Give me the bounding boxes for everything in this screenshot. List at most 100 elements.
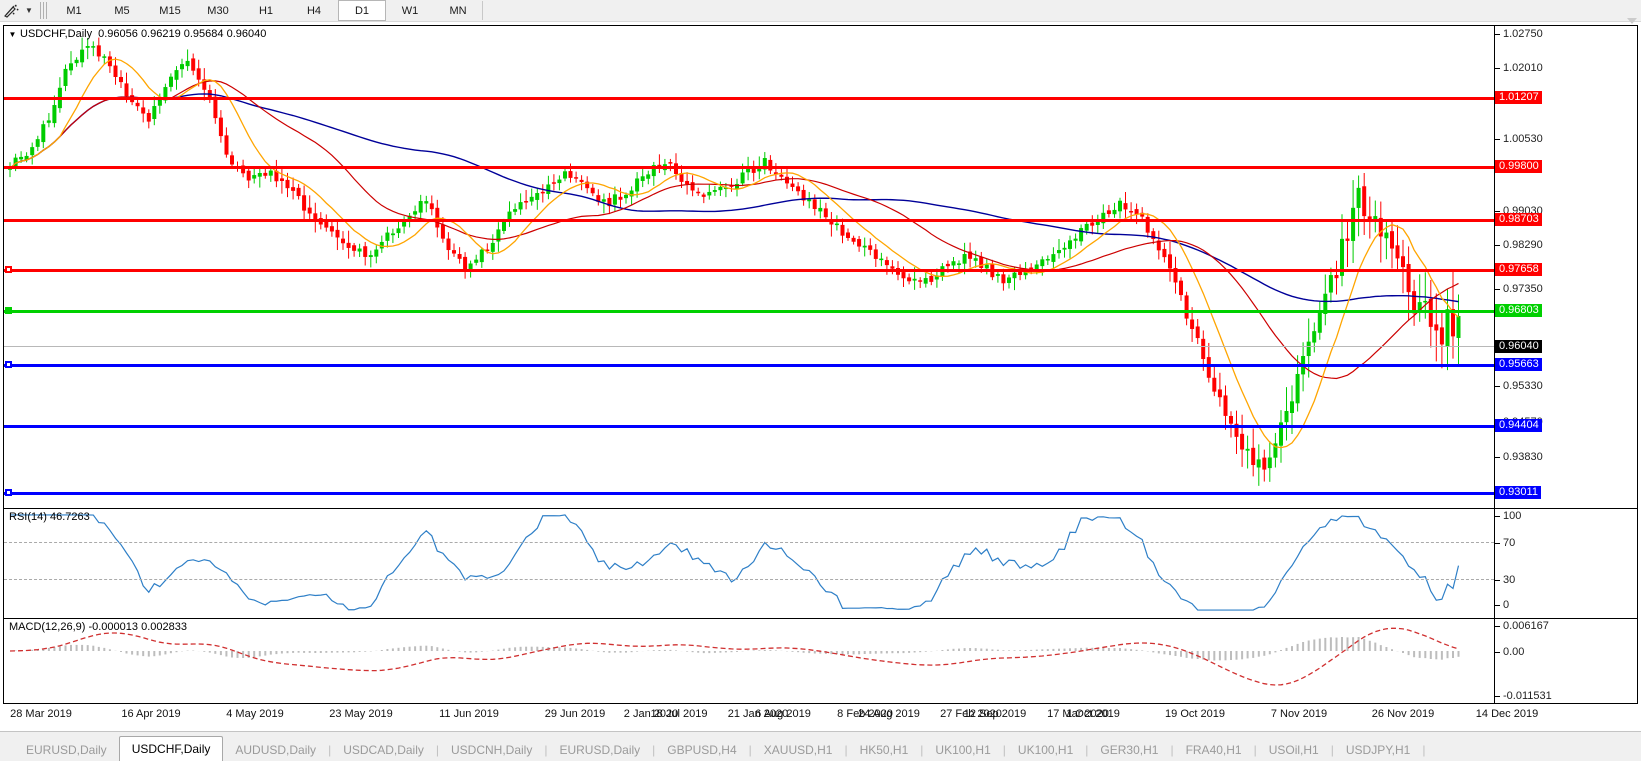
price-plot-area[interactable] <box>4 26 1494 508</box>
tab-audusd-daily[interactable]: AUDUSD,Daily <box>235 743 317 757</box>
tab-xauusd-h1[interactable]: XAUUSD,H1 <box>763 743 833 757</box>
time-label: 26 Nov 2019 <box>1371 708 1435 720</box>
tab-separator: | <box>328 743 332 757</box>
tab-usdcnh-daily[interactable]: USDCNH,Daily <box>451 743 533 757</box>
scroll-end-triangle-icon[interactable] <box>1627 18 1637 24</box>
timeframe-w1[interactable]: W1 <box>401 4 419 17</box>
tab-separator: | <box>1253 743 1257 757</box>
price-tick: 0.93830 <box>1495 451 1543 463</box>
time-label: 19 Oct 2019 <box>1165 708 1225 720</box>
timeframe-m15[interactable]: M15 <box>159 4 181 17</box>
drag-grip-icon[interactable] <box>40 2 48 19</box>
anchor-0.93011[interactable] <box>5 489 12 496</box>
tab-separator: | <box>544 743 548 757</box>
tab-ger30-h1[interactable]: GER30,H1 <box>1100 743 1159 757</box>
level-line-0.94404[interactable] <box>4 425 1494 428</box>
candlestick-series <box>8 37 1461 486</box>
timeframe-h1[interactable]: H1 <box>258 4 274 17</box>
timeframe-m30[interactable]: M30 <box>207 4 229 17</box>
level-line-0.93011[interactable] <box>4 492 1494 495</box>
time-label: 24 Aug 2019 <box>858 708 920 720</box>
time-label: 27 Feb 2020 <box>940 708 1002 720</box>
tab-fra40-h1[interactable]: FRA40,H1 <box>1185 743 1242 757</box>
timeframe-d1[interactable]: D1 <box>338 0 386 21</box>
rsi-tick: 0 <box>1495 599 1509 611</box>
rsi-tick: 70 <box>1495 537 1515 549</box>
level-line-0.96803[interactable] <box>4 310 1494 313</box>
ohlc-quote: 0.96056 0.96219 0.95684 0.96040 <box>98 28 267 40</box>
time-label: 17 Mar 2020 <box>1047 708 1109 720</box>
anchor-0.95663[interactable] <box>5 361 12 368</box>
price-tag-0.93011[interactable]: 0.93011 <box>1495 486 1541 499</box>
collapse-triangle-icon[interactable]: ▼ <box>8 30 17 39</box>
price-tick: 1.00530 <box>1495 133 1543 145</box>
rsi-axis: 100 70 30 0 <box>1494 509 1637 618</box>
crosshair-pointer-icon[interactable] <box>0 1 22 20</box>
time-label: 14 Dec 2019 <box>1475 708 1539 720</box>
price-tag-0.94404[interactable]: 0.94404 <box>1495 419 1542 432</box>
price-tag-0.95663[interactable]: 0.95663 <box>1495 358 1542 371</box>
time-label: 6 Aug 2019 <box>755 708 811 720</box>
tab-gbpusd-h4[interactable]: GBPUSD,H4 <box>667 743 737 757</box>
tab-separator: | <box>435 743 439 757</box>
price-pane[interactable]: ▼ USDCHF,Daily 0.96056 0.96219 0.95684 0.… <box>4 26 1637 534</box>
macd-axis: 0.006167 0.00 -0.011531 <box>1494 619 1637 703</box>
tab-usdjpy-h1[interactable]: USDJPY,H1 <box>1345 743 1411 757</box>
timeframe-mn[interactable]: MN <box>449 4 467 17</box>
tab-usdcad-daily[interactable]: USDCAD,Daily <box>343 743 424 757</box>
time-axis-overflow: 2 Jan 2020 21 Jan 2020 8 Feb 2020 27 Feb… <box>3 706 1638 724</box>
price-tag-0.98703[interactable]: 0.98703 <box>1495 213 1542 226</box>
time-label: 11 Jun 2019 <box>439 708 499 720</box>
price-axis[interactable]: 1.02750 1.02010 1.00530 0.99030 0.98290 … <box>1494 26 1637 534</box>
tab-separator: | <box>844 743 848 757</box>
macd-pane[interactable]: MACD(12,26,9) -0.000013 0.002833 0.00616… <box>4 619 1637 703</box>
level-line-0.99800[interactable] <box>4 166 1494 169</box>
price-tag-1.01207[interactable]: 1.01207 <box>1495 91 1542 104</box>
chevron-down-icon[interactable]: ▼ <box>25 6 33 15</box>
tab-uk100-h1-1[interactable]: UK100,H1 <box>935 743 991 757</box>
time-label: 16 Apr 2019 <box>121 708 181 720</box>
tab-hk50-h1[interactable]: HK50,H1 <box>859 743 909 757</box>
tab-usdchf-daily[interactable]: USDCHF,Daily <box>118 736 224 761</box>
tab-uk100-h1-2[interactable]: UK100,H1 <box>1017 743 1074 757</box>
rsi-overbought-line <box>4 542 1494 543</box>
macd-plot-area[interactable] <box>4 619 1494 703</box>
time-axis[interactable]: 28 Mar 2019 16 Apr 2019 4 May 2019 23 Ma… <box>3 706 1638 724</box>
price-tick: 1.02750 <box>1495 28 1543 40</box>
time-label: 2 Jan 2020 <box>623 708 679 720</box>
price-tag-0.97658[interactable]: 0.97658 <box>1495 263 1542 276</box>
timeframe-h4[interactable]: H4 <box>306 4 322 17</box>
timeframe-m1[interactable]: M1 <box>66 4 82 17</box>
anchor-0.97658[interactable] <box>5 266 12 273</box>
rsi-pane[interactable]: RSI(14) 46.7263 100 70 30 0 <box>4 509 1637 619</box>
tab-separator: | <box>920 743 924 757</box>
tab-separator: | <box>1085 743 1089 757</box>
rsi-series <box>10 514 1460 611</box>
level-line-0.97658[interactable] <box>4 269 1494 272</box>
timeframe-m5[interactable]: M5 <box>114 4 130 17</box>
time-label: 18 Jul 2019 <box>650 708 708 720</box>
tab-separator: | <box>748 743 752 757</box>
level-line-0.95663[interactable] <box>4 364 1494 367</box>
symbol-header: USDCHF,Daily 0.96056 0.96219 0.95684 0.96… <box>20 28 266 40</box>
anchor-0.96803[interactable] <box>5 307 12 314</box>
time-label: 28 Mar 2019 <box>10 708 72 720</box>
level-line-0.98703[interactable] <box>4 219 1494 222</box>
level-line-1.01207[interactable] <box>4 97 1494 100</box>
toolbar: ▼ M1 M5 M15 M30 H1 H4 D1 W1 MN <box>0 0 1641 22</box>
symbol-label: USDCHF,Daily <box>20 28 93 40</box>
rsi-label: RSI(14) 46.7263 <box>9 511 90 523</box>
tab-eurusd-daily-2[interactable]: EURUSD,Daily <box>559 743 641 757</box>
rsi-plot-area[interactable] <box>4 509 1494 618</box>
macd-series <box>9 627 1460 686</box>
time-label: 1 Oct 2019 <box>1066 708 1120 720</box>
price-tick: 0.97350 <box>1495 283 1543 295</box>
tab-eurusd-daily-1[interactable]: EURUSD,Daily <box>26 743 107 757</box>
price-tag-0.99800[interactable]: 0.99800 <box>1495 160 1542 173</box>
price-tag-0.96803[interactable]: 0.96803 <box>1495 304 1542 317</box>
price-tick: 0.95330 <box>1495 380 1543 392</box>
tab-usoil-h1[interactable]: USOil,H1 <box>1268 743 1319 757</box>
price-tick: 0.98290 <box>1495 239 1543 251</box>
macd-tick: -0.011531 <box>1495 690 1552 702</box>
